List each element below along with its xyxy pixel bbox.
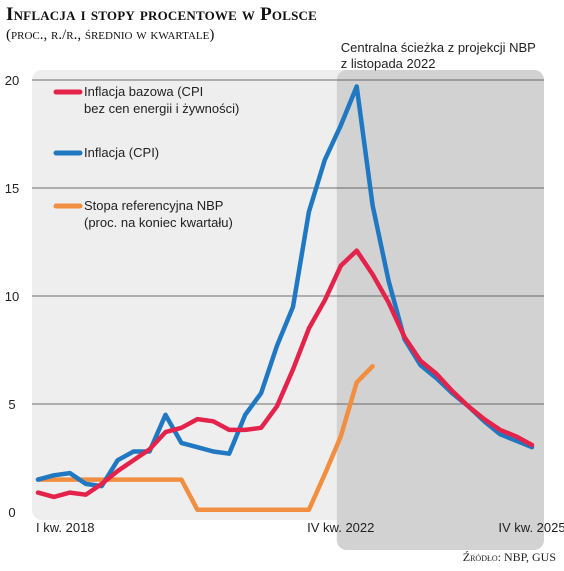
y-tick-label: 0: [8, 505, 15, 520]
series-line-core: [35, 248, 535, 500]
y-tick-label: 15: [5, 181, 19, 196]
x-tick-label: IV kw. 2022: [307, 520, 374, 535]
chart-subtitle: (proc., r./r., średnio w kwartale): [6, 27, 215, 43]
x-tick-label: I kw. 2018: [36, 520, 95, 535]
legend-label: Stopa referencyjna NBP: [84, 198, 223, 213]
legend-label: Inflacja bazowa (CPI: [84, 84, 203, 99]
y-tick-label: 10: [5, 289, 19, 304]
projection-label: Centralna ścieżka z projekcji NBP: [341, 40, 536, 55]
y-tick-label: 5: [8, 397, 15, 412]
y-tick-label: 20: [5, 73, 19, 88]
legend-label: bez cen energii i żywności): [84, 101, 239, 116]
legend-label: Inflacja (CPI): [84, 145, 159, 160]
x-tick-label: IV kw. 2025: [498, 520, 564, 535]
chart-title: Inflacja i stopy procentowe w Polsce: [6, 4, 317, 25]
projection-label: z listopada 2022: [341, 56, 436, 71]
projection-panel: [336, 70, 544, 550]
legend-label: (proc. na koniec kwartału): [84, 215, 233, 230]
source-note: Źródło: NBP, GUS: [462, 550, 556, 564]
series-line-rate: [35, 363, 375, 513]
